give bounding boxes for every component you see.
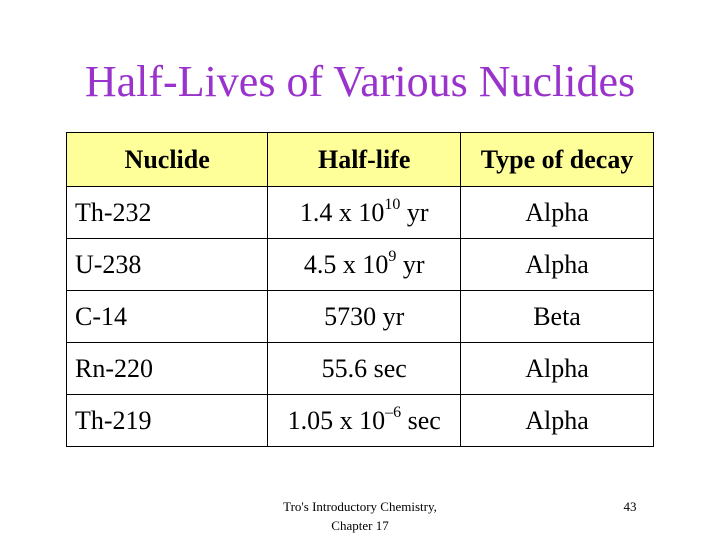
half-life-cell: 5730 yr bbox=[267, 290, 462, 343]
half-life-table: Nuclide Half-life Type of decay Th-232 1… bbox=[65, 132, 654, 447]
half-life-cell: 4.5 x 109 yr bbox=[267, 238, 462, 291]
table-row: C-14 5730 yr Beta bbox=[65, 290, 654, 343]
decay-type-cell: Alpha bbox=[460, 342, 654, 395]
header-nuclide: Nuclide bbox=[65, 132, 269, 187]
slide-footer: Tro's Introductory Chemistry, Chapter 17 bbox=[260, 497, 460, 535]
decay-type-cell: Alpha bbox=[460, 238, 654, 291]
footer-chapter: Chapter 17 bbox=[331, 518, 389, 533]
footer-book-title: Tro's Introductory Chemistry, bbox=[283, 499, 437, 514]
nuclide-cell: Th-219 bbox=[65, 394, 269, 447]
header-decay-type: Type of decay bbox=[460, 132, 654, 187]
slide-title: Half-Lives of Various Nuclides bbox=[84, 57, 636, 106]
decay-type-cell: Beta bbox=[460, 290, 654, 343]
page-number: 43 bbox=[623, 499, 637, 514]
half-life-cell: 1.4 x 1010 yr bbox=[267, 186, 462, 239]
header-half-life: Half-life bbox=[267, 132, 462, 187]
nuclide-cell: U-238 bbox=[65, 238, 269, 291]
table-row: Rn-220 55.6 sec Alpha bbox=[65, 342, 654, 395]
table-row: Th-219 1.05 x 10–6 sec Alpha bbox=[65, 394, 654, 447]
table-row: U-238 4.5 x 109 yr Alpha bbox=[65, 238, 654, 291]
table-row: Th-232 1.4 x 1010 yr Alpha bbox=[65, 186, 654, 239]
decay-type-cell: Alpha bbox=[460, 394, 654, 447]
decay-type-cell: Alpha bbox=[460, 186, 654, 239]
nuclide-cell: Rn-220 bbox=[65, 342, 269, 395]
half-life-cell: 1.05 x 10–6 sec bbox=[267, 394, 462, 447]
nuclide-cell: C-14 bbox=[65, 290, 269, 343]
half-life-cell: 55.6 sec bbox=[267, 342, 462, 395]
nuclide-cell: Th-232 bbox=[65, 186, 269, 239]
table-header-row: Nuclide Half-life Type of decay bbox=[65, 132, 654, 187]
